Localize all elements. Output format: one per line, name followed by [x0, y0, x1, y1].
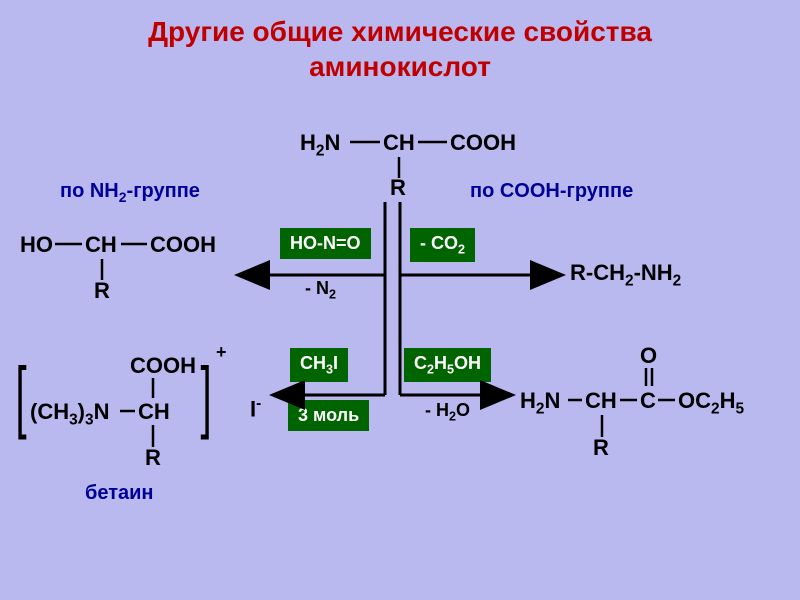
ester-o: O [640, 343, 657, 369]
betaine-r: R [145, 445, 161, 471]
byproduct-h2o: - H2O [425, 400, 470, 424]
product-left-top-ho: HO [20, 232, 53, 258]
background [0, 0, 800, 600]
bracket-left: [ [16, 350, 27, 442]
ester-r: R [593, 435, 609, 461]
ester-h2n: H2N [520, 388, 560, 418]
central-r: R [390, 175, 406, 201]
betaine-cooh: COOH [130, 353, 196, 379]
betaine-label: бетаин [85, 482, 154, 505]
betaine-ch: CH [138, 399, 170, 425]
reagent-co2: - CO2 [410, 228, 475, 262]
central-cooh: COOH [450, 130, 516, 156]
reagent-ch3i: CH3I [290, 348, 348, 382]
title-line1: Другие общие химические свойства [148, 16, 652, 47]
ester-oc2h5: OC2H5 [678, 388, 744, 418]
page-title: Другие общие химические свойства аминоки… [0, 14, 800, 84]
cooh-group-label: по COOH-группе [470, 180, 633, 203]
central-formula: H2N [300, 130, 340, 160]
betaine-plus: + [216, 342, 227, 363]
ester-ch: CH [585, 388, 617, 414]
betaine-ch33: (CH3)3N [30, 399, 109, 429]
central-ch: CH [383, 130, 415, 156]
product-left-top-r: R [94, 278, 110, 304]
reagent-c2h5oh: C2H5OH [404, 348, 491, 382]
ester-c: C [640, 388, 656, 414]
reagent-3mol: 3 моль [288, 400, 369, 431]
product-right-top: R-CH2-NH2 [570, 260, 681, 290]
title-line2: аминокислот [309, 51, 491, 82]
reagent-hono: HO-N=O [280, 228, 371, 259]
product-left-top-ch: CH [85, 232, 117, 258]
byproduct-n2: - N2 [305, 278, 336, 302]
bracket-right: ] [201, 350, 212, 442]
nh2-group-label: по NH2-группе [60, 180, 200, 205]
betaine-i: I- [250, 395, 261, 422]
product-left-top-cooh: COOH [150, 232, 216, 258]
